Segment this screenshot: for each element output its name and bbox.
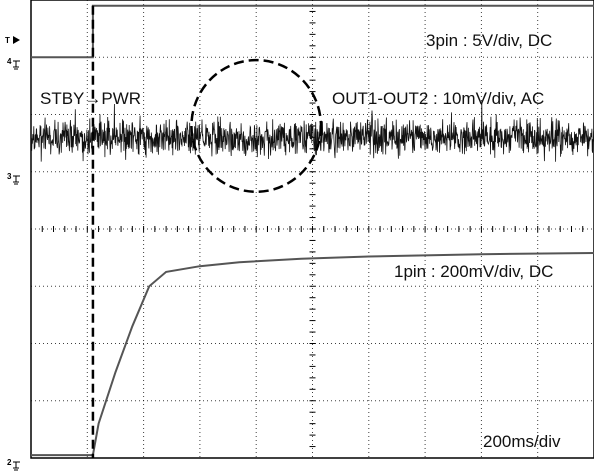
event-label: STBY→PWR [40,89,141,108]
highlight-ellipse [190,58,323,194]
ch1-scale-label: 1pin : 200mV/div, DC [394,262,553,281]
ch3-marker-label: 3 [7,172,12,181]
traces [30,4,594,457]
ch2-marker-label: 2 [7,458,12,467]
out-diff-scale-label: OUT1-OUT2 : 10mV/div, AC [332,89,544,108]
ch3-ground-icon [13,175,20,185]
ch3-scale-label: 3pin : 5V/div, DC [426,31,552,50]
ch2-ground-icon [13,461,20,471]
ch4-ground-icon [13,60,20,70]
trace-3pin [31,4,594,59]
trigger-marker-label: T [5,36,10,45]
channel-markers: T 4 3 2 [5,36,20,471]
ch4-marker-label: 4 [7,57,12,66]
trace-out1-out2 [30,100,594,162]
trace-1pin [31,252,594,457]
timebase-label: 200ms/div [483,432,561,451]
overlay [91,5,323,458]
trigger-arrow-icon [13,36,20,44]
